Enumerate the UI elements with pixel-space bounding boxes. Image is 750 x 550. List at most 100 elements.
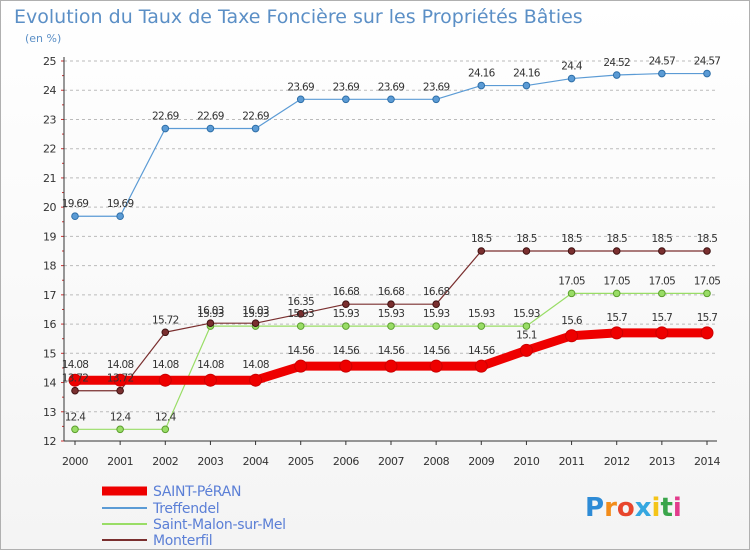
data-label: 22.69 bbox=[242, 111, 269, 123]
data-point bbox=[522, 81, 531, 90]
data-label: 15.7 bbox=[652, 312, 673, 324]
data-label: 14.56 bbox=[423, 345, 451, 357]
data-label: 12.4 bbox=[110, 411, 132, 423]
data-point bbox=[432, 95, 440, 104]
data-label: 15.93 bbox=[378, 308, 405, 320]
data-label: 18.5 bbox=[516, 233, 537, 245]
logo-text: Proxiti bbox=[585, 493, 682, 523]
data-label: 15.1 bbox=[516, 329, 537, 341]
data-point bbox=[342, 322, 350, 330]
data-point bbox=[658, 289, 666, 298]
data-point bbox=[477, 322, 486, 330]
data-point bbox=[477, 81, 486, 90]
y-tick-label: 12 bbox=[43, 435, 56, 448]
data-label: 19.69 bbox=[62, 198, 89, 210]
labels-3: 13.72 13.72 15.72 16.03 16.03 16.35 16.68 16.68… bbox=[62, 233, 718, 385]
y-tick-label: 22 bbox=[43, 143, 56, 156]
data-label: 16.68 bbox=[423, 286, 450, 298]
data-label: 15.93 bbox=[468, 308, 495, 320]
data-label: 22.69 bbox=[197, 111, 224, 123]
data-label: 14.08 bbox=[107, 359, 134, 371]
logo-letter: i bbox=[652, 493, 661, 523]
data-point bbox=[655, 326, 669, 340]
data-label: 15.6 bbox=[561, 315, 583, 327]
series-2 bbox=[71, 289, 711, 434]
data-point bbox=[158, 373, 172, 387]
data-point bbox=[203, 373, 217, 387]
data-label: 15.7 bbox=[697, 312, 718, 324]
data-label: 18.5 bbox=[652, 233, 673, 245]
legend-label: SAINT-PéRAN bbox=[153, 484, 241, 500]
data-label: 14.08 bbox=[62, 359, 89, 371]
data-label: 15.93 bbox=[423, 308, 450, 320]
data-point bbox=[429, 359, 443, 373]
x-tick-label: 2014 bbox=[694, 455, 720, 468]
data-label: 16.68 bbox=[378, 286, 405, 298]
y-tick-label: 20 bbox=[43, 201, 56, 214]
y-tick-label: 13 bbox=[43, 406, 56, 419]
data-point bbox=[477, 247, 486, 255]
logo-letter: t bbox=[660, 493, 672, 523]
y-tick-label: 16 bbox=[43, 318, 56, 331]
data-point bbox=[161, 328, 170, 337]
data-point bbox=[387, 322, 395, 330]
data-point bbox=[432, 300, 440, 309]
data-label: 24.52 bbox=[603, 57, 630, 69]
y-tick-label: 23 bbox=[43, 113, 56, 126]
data-point bbox=[567, 74, 576, 83]
data-point bbox=[432, 322, 440, 330]
data-label: 14.56 bbox=[333, 345, 361, 357]
x-tick-label: 2005 bbox=[288, 455, 314, 468]
legend: SAINT-PéRANTreffendelSaint-Malon-sur-Mel… bbox=[102, 484, 286, 549]
data-point bbox=[384, 359, 398, 373]
x-tick-label: 2012 bbox=[604, 455, 630, 468]
data-label: 23.69 bbox=[423, 81, 450, 93]
data-label: 12.4 bbox=[155, 411, 177, 423]
labels-2: 12.4 12.4 12.4 15.93 15.93 15.93 15.93 15.93 15.… bbox=[65, 275, 721, 423]
data-point bbox=[71, 212, 79, 221]
data-point bbox=[68, 373, 82, 387]
data-label: 14.56 bbox=[468, 345, 496, 357]
data-label: 14.08 bbox=[152, 359, 179, 371]
series-group: 14.08 14.08 14.08 14.08 14.08 14.56 14.56 14.56… bbox=[62, 56, 721, 434]
data-point bbox=[296, 310, 305, 318]
data-point bbox=[658, 69, 666, 78]
data-point bbox=[71, 386, 79, 395]
x-tick-label: 2011 bbox=[559, 455, 585, 468]
data-point bbox=[161, 425, 170, 434]
data-point bbox=[339, 359, 353, 373]
data-point bbox=[342, 300, 350, 309]
data-label: 16.03 bbox=[242, 305, 269, 317]
data-label: 16.35 bbox=[287, 296, 314, 308]
data-label: 14.56 bbox=[287, 345, 315, 357]
data-point bbox=[116, 386, 124, 395]
data-label: 14.08 bbox=[242, 359, 269, 371]
data-label: 18.5 bbox=[561, 233, 582, 245]
y-tick-label: 18 bbox=[43, 260, 56, 273]
logo-letter: P bbox=[585, 493, 604, 523]
data-point bbox=[387, 95, 395, 104]
x-tick-label: 2007 bbox=[378, 455, 404, 468]
data-label: 23.69 bbox=[333, 81, 360, 93]
data-point bbox=[522, 247, 531, 255]
data-point bbox=[658, 247, 666, 255]
data-point bbox=[251, 319, 260, 328]
data-label: 17.05 bbox=[649, 275, 676, 287]
data-label: 18.5 bbox=[471, 233, 492, 245]
data-label: 24.16 bbox=[468, 68, 496, 80]
series-1 bbox=[71, 69, 711, 221]
y-tick-label: 25 bbox=[43, 55, 56, 68]
data-point bbox=[612, 247, 621, 255]
data-label: 24.16 bbox=[513, 68, 541, 80]
data-point bbox=[567, 247, 576, 255]
data-point bbox=[116, 212, 124, 221]
data-point bbox=[342, 95, 350, 104]
legend-label: Monterfil bbox=[153, 533, 212, 549]
data-point bbox=[249, 373, 263, 387]
y-tick-label: 17 bbox=[43, 289, 56, 302]
data-label: 15.93 bbox=[287, 308, 314, 320]
series-3 bbox=[71, 247, 711, 395]
data-point bbox=[296, 322, 305, 330]
